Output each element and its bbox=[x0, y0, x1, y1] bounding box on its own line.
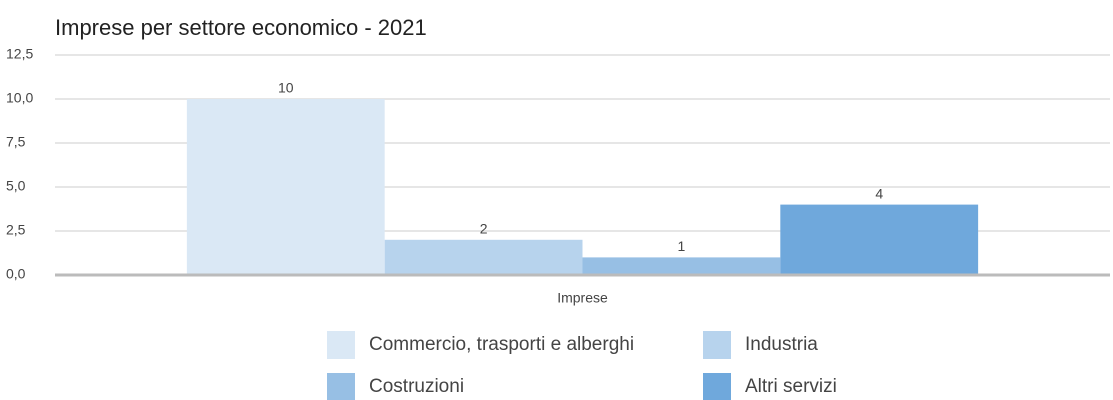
bar bbox=[582, 257, 781, 275]
legend-swatch bbox=[327, 331, 355, 359]
y-tick-label: 12,5 bbox=[6, 46, 33, 62]
y-tick-label: 5,0 bbox=[6, 178, 26, 194]
data-label: 4 bbox=[875, 185, 883, 201]
legend-swatch bbox=[703, 331, 731, 359]
legend-label: Costruzioni bbox=[369, 376, 464, 397]
y-tick-label: 2,5 bbox=[6, 222, 26, 238]
legend-swatch bbox=[327, 373, 355, 400]
legend-label: Altri servizi bbox=[745, 376, 837, 397]
bar bbox=[780, 204, 979, 275]
bar bbox=[384, 239, 583, 275]
bar bbox=[186, 99, 385, 275]
legend-swatch bbox=[703, 373, 731, 400]
data-label: 10 bbox=[278, 80, 294, 96]
data-label: 1 bbox=[678, 238, 686, 254]
legend-label: Commercio, trasporti e alberghi bbox=[369, 334, 634, 355]
y-tick-label: 0,0 bbox=[6, 266, 26, 282]
data-label: 2 bbox=[480, 221, 488, 237]
x-tick-label: Imprese bbox=[557, 290, 608, 306]
legend-label: Industria bbox=[745, 334, 818, 355]
y-tick-label: 7,5 bbox=[6, 134, 26, 150]
y-tick-label: 10,0 bbox=[6, 90, 33, 106]
chart-title: Imprese per settore economico - 2021 bbox=[55, 15, 427, 40]
